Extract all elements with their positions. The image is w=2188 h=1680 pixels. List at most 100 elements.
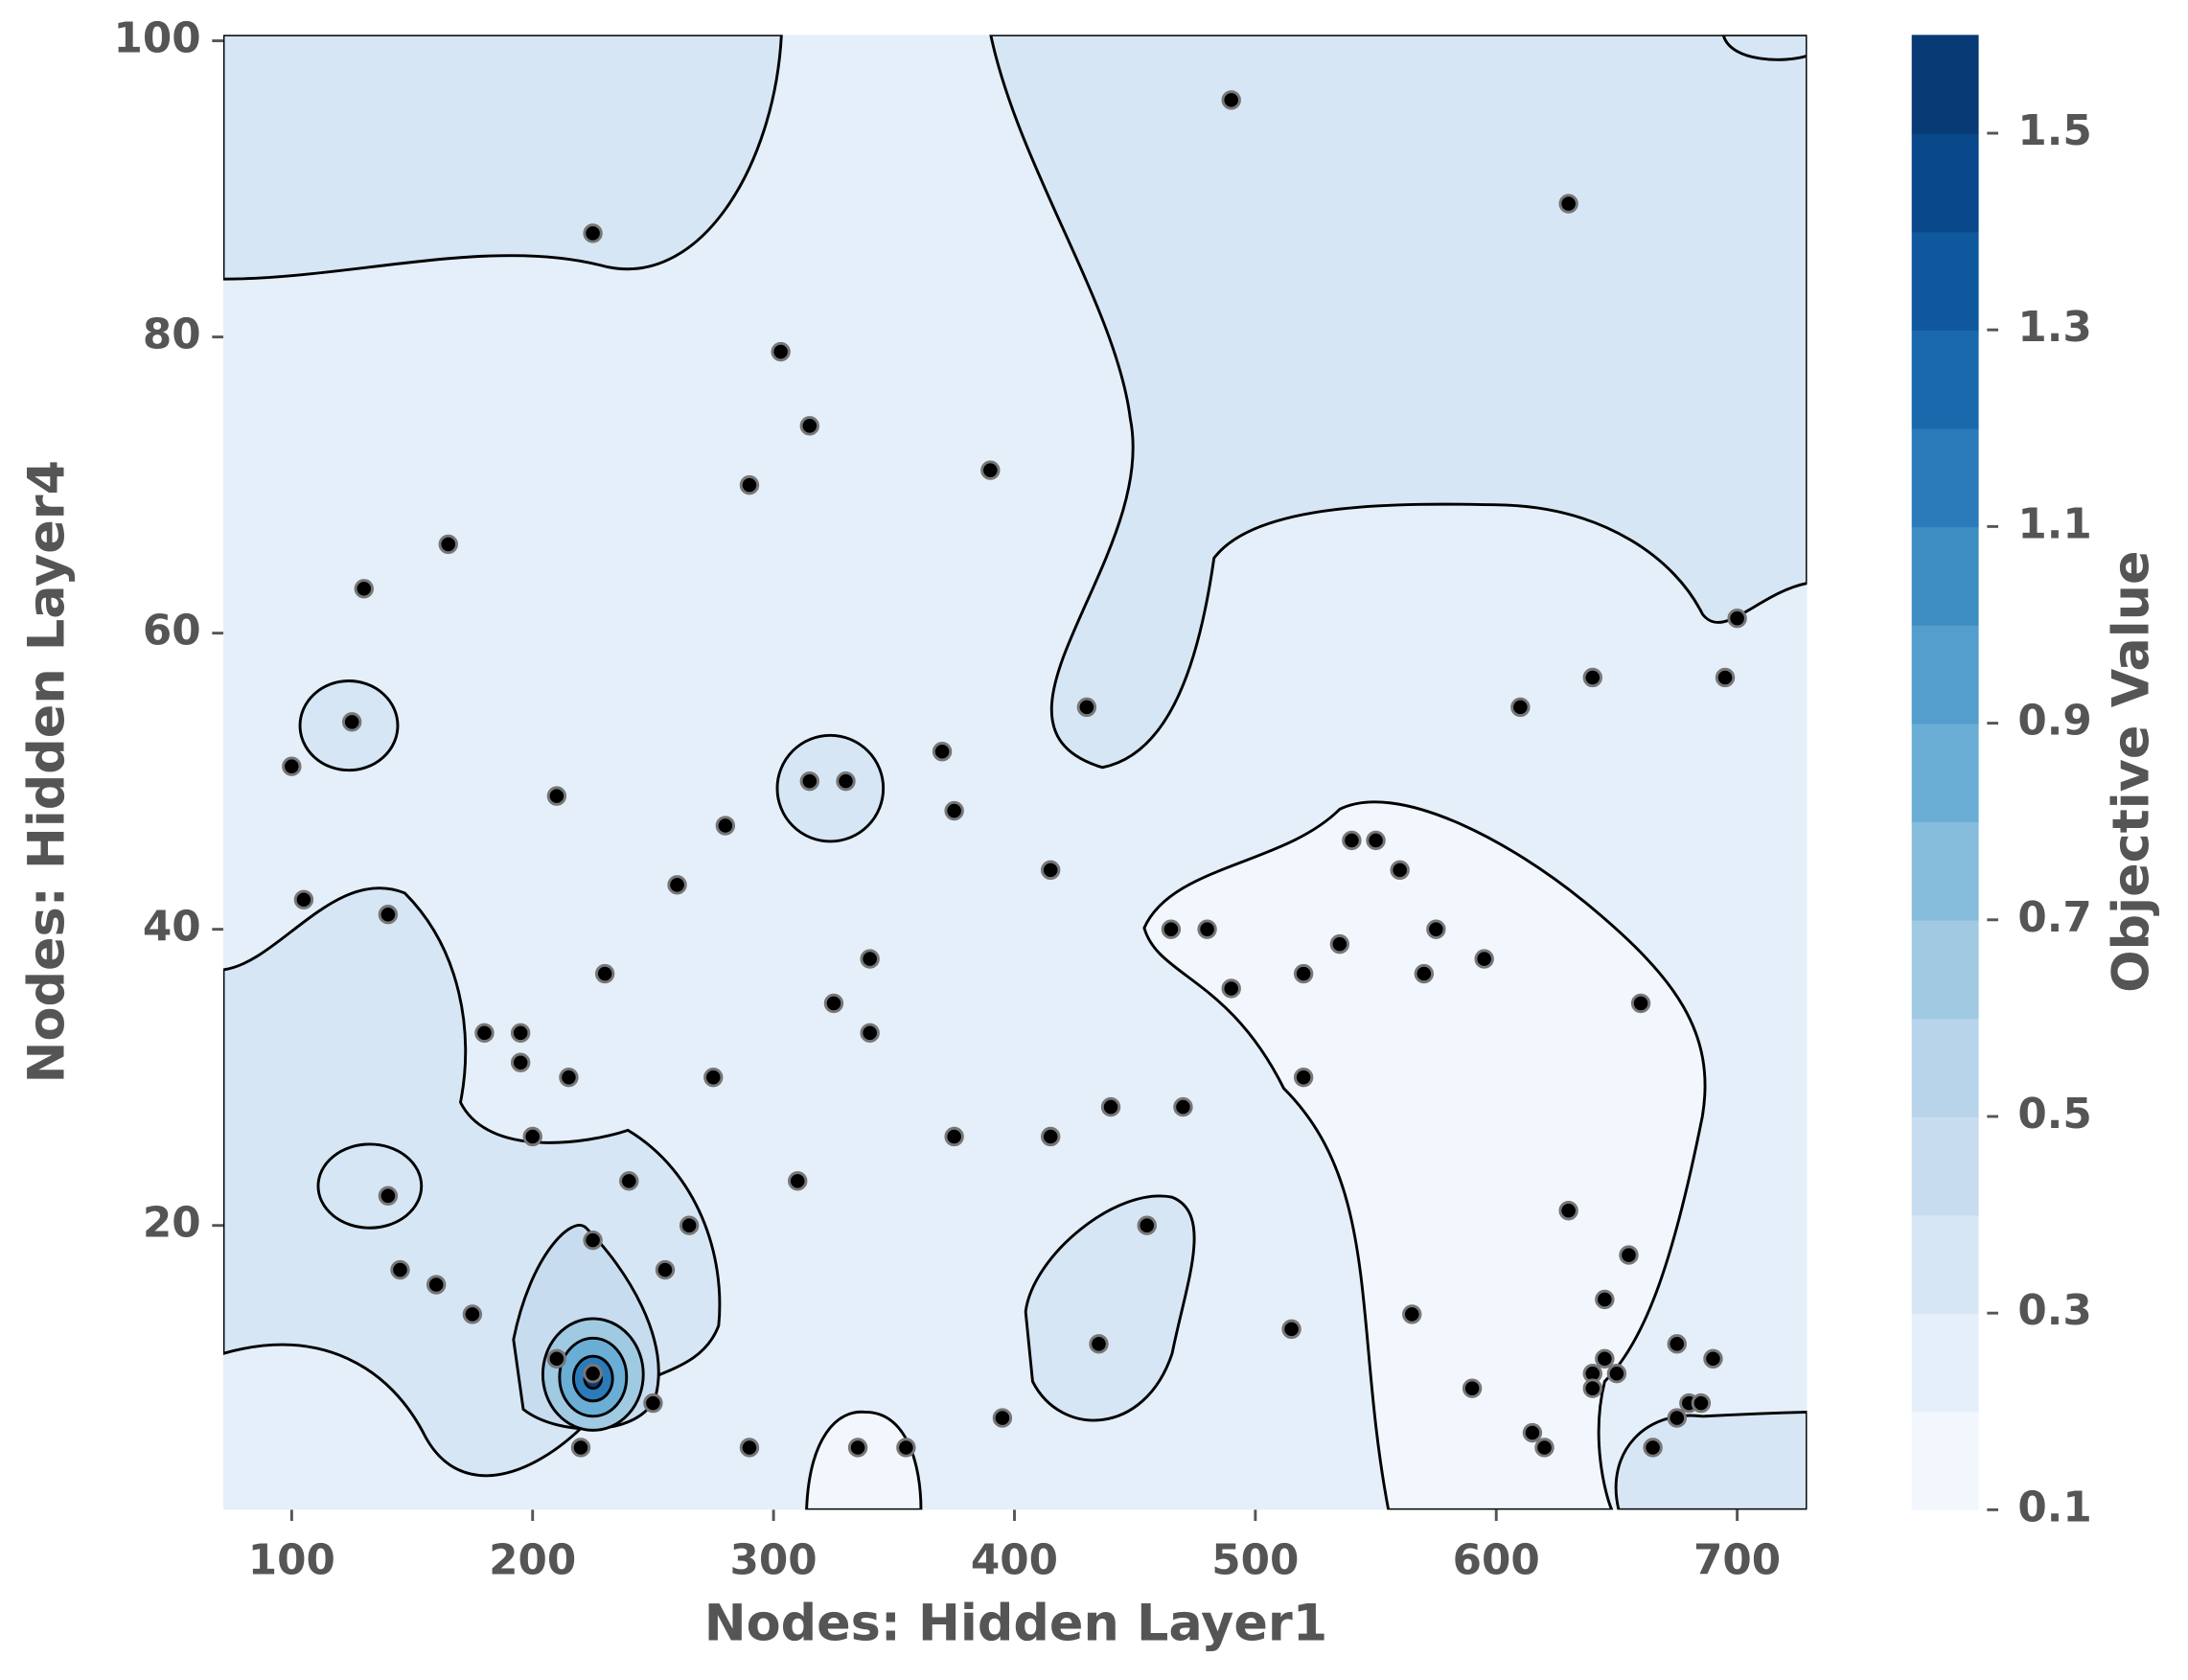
contour-region	[805, 1410, 923, 1510]
sample-point	[570, 1438, 591, 1458]
colorbar: 0.1 0.3 0.5 0.7 0.9 1.1 1.3 1.5	[1911, 35, 2092, 1531]
sample-point	[1582, 1378, 1602, 1398]
x-axis-label: Nodes: Hidden Layer1	[704, 1595, 1327, 1653]
x-tick-label: 100	[248, 1536, 335, 1585]
sample-point	[1293, 963, 1314, 984]
sample-point	[1137, 1215, 1157, 1235]
sample-point	[1076, 697, 1097, 718]
colorbar-band	[1911, 1214, 1979, 1314]
sample-point	[799, 771, 820, 792]
sample-point	[944, 800, 964, 821]
sample-point	[1630, 993, 1651, 1014]
sample-point	[1293, 1067, 1314, 1088]
x-tick-label: 300	[730, 1536, 818, 1585]
sample-point	[1281, 1319, 1301, 1340]
sample-point	[739, 474, 760, 495]
sample-point	[293, 889, 314, 909]
x-tick-label: 700	[1693, 1536, 1781, 1585]
sample-point	[1558, 194, 1578, 214]
contour-region	[1721, 35, 1808, 61]
sample-point	[354, 579, 374, 599]
sample-point	[522, 1126, 542, 1147]
sample-point	[1606, 1364, 1627, 1384]
sample-point	[1582, 667, 1602, 688]
colorbar-band	[1911, 919, 1979, 1020]
sample-point	[510, 1023, 531, 1044]
sample-point	[788, 1171, 808, 1191]
sample-point	[1703, 1348, 1723, 1369]
sample-point	[1221, 978, 1241, 999]
colorbar-band	[1911, 526, 1979, 626]
sample-point	[583, 1230, 603, 1251]
sample-point	[619, 1171, 639, 1191]
sample-point	[823, 993, 844, 1014]
colorbar-band	[1911, 427, 1979, 528]
colorbar-band	[1911, 231, 1979, 331]
colorbar-label: Objective Value	[2103, 550, 2161, 992]
sample-point	[462, 1304, 483, 1324]
sample-point	[739, 1438, 760, 1458]
y-tick-label: 40	[143, 903, 201, 952]
sample-point	[1366, 830, 1386, 851]
sample-point	[860, 949, 880, 969]
sample-point	[1173, 1096, 1193, 1117]
contour-field	[222, 35, 1808, 1510]
sample-point	[1510, 697, 1531, 718]
colorbar-tick-label: 1.5	[2017, 106, 2091, 155]
x-tick-label: 500	[1211, 1536, 1299, 1585]
sample-point	[390, 1259, 410, 1280]
sample-point	[1715, 667, 1736, 688]
sample-point	[771, 341, 791, 362]
sample-point	[1462, 1378, 1483, 1398]
x-tick-label: 400	[971, 1536, 1058, 1585]
sample-point	[1414, 963, 1435, 984]
sample-point	[1595, 1348, 1615, 1369]
sample-point	[1342, 830, 1362, 851]
sample-point	[703, 1067, 724, 1088]
contour-region	[989, 35, 1808, 770]
sample-point	[1329, 933, 1350, 955]
sample-point	[655, 1259, 676, 1280]
sample-point	[1040, 860, 1061, 881]
colorbar-band	[1911, 132, 1979, 233]
sample-point	[679, 1215, 700, 1235]
sample-point	[980, 460, 1001, 480]
sample-point	[1667, 1408, 1687, 1428]
sample-point	[1100, 1096, 1121, 1117]
y-tick-label: 20	[143, 1199, 201, 1248]
sample-point	[342, 712, 362, 732]
sample-point	[992, 1408, 1013, 1428]
contour-region	[316, 1142, 424, 1230]
sample-point	[510, 1052, 531, 1072]
sample-point	[1402, 1304, 1422, 1324]
sample-point	[1558, 1201, 1578, 1221]
sample-point	[282, 756, 302, 776]
sample-point	[1727, 608, 1747, 629]
sample-point	[546, 786, 567, 806]
sample-point	[583, 223, 603, 243]
sample-point	[1221, 90, 1241, 110]
colorbar-band	[1911, 330, 1979, 429]
colorbar-tick-label: 0.3	[2017, 1286, 2091, 1335]
sample-point	[1534, 1438, 1555, 1458]
colorbar-band	[1911, 1018, 1979, 1117]
sample-point	[643, 1392, 663, 1414]
sample-point	[847, 1438, 868, 1458]
sample-point	[896, 1438, 916, 1458]
colorbar-tick-label: 0.1	[2017, 1483, 2091, 1531]
contour-region	[775, 733, 886, 843]
sample-point	[1474, 949, 1494, 969]
colorbar-band	[1911, 1116, 1979, 1216]
sample-point	[378, 905, 399, 925]
colorbar-band	[1911, 1411, 1979, 1511]
sample-point	[1667, 1334, 1687, 1354]
sample-point	[836, 771, 856, 792]
colorbar-tick-label: 1.3	[2017, 303, 2091, 352]
colorbar-tick-label: 1.1	[2017, 499, 2091, 548]
sample-point	[546, 1348, 567, 1369]
sample-point	[1161, 919, 1182, 939]
colorbar-band	[1911, 821, 1979, 921]
sample-point	[1426, 919, 1446, 939]
sample-point	[1040, 1126, 1061, 1147]
